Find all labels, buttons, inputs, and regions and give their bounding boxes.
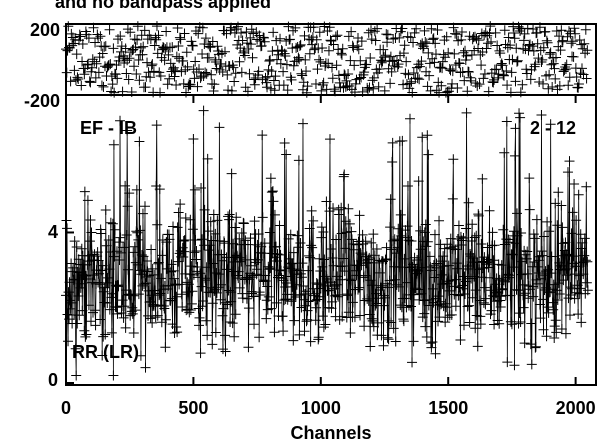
x-tick-label: 2000 [556,398,596,418]
phase-ytick-label-bottom: -200 [24,91,60,111]
range-label: 2 - 12 [530,118,576,138]
phase-panel: 200 -200 [24,20,597,111]
amp-ytick-label-0: 0 [48,370,58,390]
x-tick-label: 1000 [301,398,341,418]
x-tick-label: 500 [178,398,208,418]
x-tick-label: 0 [61,398,71,418]
baseline-label: EF - IB [80,118,137,138]
amp-ytick-label-4: 4 [48,222,58,242]
phase-point-markers [61,21,593,98]
phase-ytick-label-top: 200 [30,20,60,40]
chart-title: and no bandpass applied [55,0,271,12]
x-tick-label: 1500 [428,398,468,418]
x-axis: 0 500 1000 1500 2000 [61,95,596,418]
amplitude-panel: EF - IB 2 - 12 RR (LR) 4 0 [48,94,597,390]
polarization-label: RR (LR) [72,342,139,362]
phase-points [61,21,593,98]
x-axis-title: Channels [290,423,371,442]
amplitude-point-markers [61,105,593,381]
amplitude-points [61,105,593,384]
